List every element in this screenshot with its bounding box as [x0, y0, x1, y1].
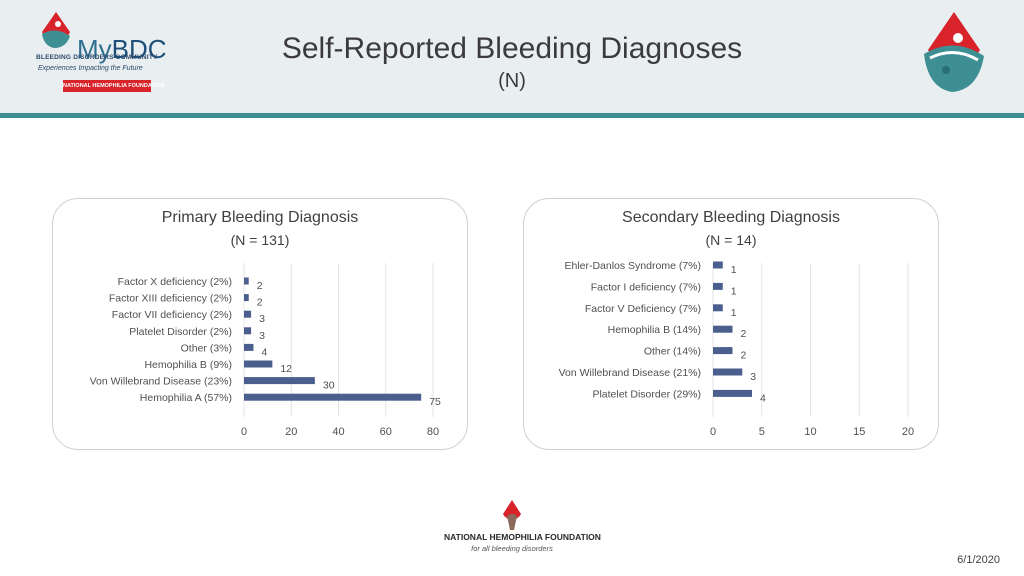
logo-tagline: BLEEDING DISORDERS COMMUNITY [36, 54, 158, 61]
category-label: Von Willebrand Disease (21%) [559, 367, 701, 379]
category-label: Factor X deficiency (2%) [118, 276, 232, 288]
category-label: Hemophilia A (57%) [140, 392, 232, 404]
bar [713, 325, 733, 333]
category-label: Ehler-Danlos Syndrome (7%) [564, 260, 701, 272]
nhf-name: NATIONAL HEMOPHILIA FOUNDATION [444, 532, 601, 542]
logo-slogan: Experiences Impacting the Future [38, 65, 143, 72]
data-label: 2 [741, 350, 747, 362]
x-tick-label: 15 [853, 426, 865, 438]
logo-name: MyBDC [77, 34, 167, 64]
category-label: Factor V Deficiency (7%) [585, 303, 701, 315]
data-label: 3 [750, 371, 756, 383]
chart-subtitle: (N = 131) [230, 232, 290, 248]
category-label: Platelet Disorder (2%) [129, 326, 232, 338]
data-label: 3 [259, 313, 265, 325]
x-tick-label: 0 [710, 426, 716, 438]
data-label: 4 [760, 392, 766, 404]
x-tick-label: 60 [380, 426, 392, 438]
bar [244, 360, 273, 368]
bar [244, 294, 249, 302]
nhf-torch-icon [503, 500, 521, 530]
x-tick-label: 80 [427, 426, 439, 438]
x-tick-label: 5 [759, 426, 765, 438]
data-label: 1 [731, 307, 737, 319]
x-tick-label: 20 [902, 426, 914, 438]
x-tick-label: 20 [285, 426, 297, 438]
header-band: MyBDC BLEEDING DISORDERS COMMUNITY Exper… [0, 0, 1024, 113]
data-label: 75 [429, 396, 441, 408]
bar [244, 310, 252, 318]
secondary-chart-plot: 0 5 10 15 20 Ehler-Danlos Syndrome (7%) 1 Facto… [559, 260, 915, 438]
page-subtitle: (N) [498, 70, 526, 92]
category-label: Factor XIII deficiency (2%) [109, 293, 232, 305]
bar [244, 277, 249, 285]
bar [713, 304, 723, 312]
bar [244, 327, 252, 335]
x-tick-label: 10 [804, 426, 816, 438]
data-label: 2 [257, 297, 263, 309]
category-label: Factor VII deficiency (2%) [112, 309, 232, 321]
category-label: Other (14%) [644, 346, 701, 358]
bar [244, 377, 315, 385]
category-label: Von Willebrand Disease (23%) [90, 376, 232, 388]
data-label: 1 [731, 285, 737, 297]
primary-chart-panel: Primary Bleeding Diagnosis (N = 131) 0 20… [52, 198, 468, 450]
bar [713, 347, 733, 355]
chart-title: Secondary Bleeding Diagnosis [622, 209, 840, 226]
bar [713, 261, 723, 269]
bar [713, 389, 752, 397]
data-label: 4 [261, 346, 267, 358]
data-label: 2 [257, 280, 263, 292]
slide-date: 6/1/2020 [957, 554, 1000, 566]
category-label: Other (3%) [181, 342, 232, 354]
primary-chart-plot: 0 20 40 60 80 Factor X deficiency (2%) 2 Factor… [90, 263, 441, 438]
bar [244, 393, 422, 401]
category-label: Hemophilia B (9%) [144, 359, 232, 371]
x-tick-label: 0 [241, 426, 247, 438]
data-label: 3 [259, 330, 265, 342]
category-label: Hemophilia B (14%) [608, 324, 701, 336]
category-label: Factor I deficiency (7%) [591, 281, 701, 293]
chart-title: Primary Bleeding Diagnosis [161, 209, 359, 226]
nhf-footer-logo: NATIONAL HEMOPHILIA FOUNDATION for all b… [444, 498, 601, 556]
mybdc-logo: MyBDC BLEEDING DISORDERS COMMUNITY Exper… [36, 10, 181, 96]
nhf-tagline: for all bleeding disorders [471, 544, 553, 553]
category-label: Platelet Disorder (29%) [592, 388, 701, 400]
bar [713, 368, 743, 376]
mybdc-drop-icon [42, 12, 70, 48]
data-label: 2 [741, 328, 747, 340]
drop-logo-icon [924, 12, 984, 92]
data-label: 12 [280, 363, 292, 375]
bar [244, 343, 254, 351]
logo-nhf-badge: NATIONAL HEMOPHILIA FOUNDATION [63, 80, 165, 92]
bar [713, 282, 723, 290]
header-divider [0, 113, 1024, 118]
page-title: Self-Reported Bleeding Diagnoses [281, 32, 743, 65]
data-label: 1 [731, 264, 737, 276]
data-label: 30 [323, 380, 335, 392]
x-tick-label: 40 [332, 426, 344, 438]
secondary-chart-panel: Secondary Bleeding Diagnosis (N = 14) 0 5… [523, 198, 939, 450]
chart-subtitle: (N = 14) [705, 232, 757, 248]
